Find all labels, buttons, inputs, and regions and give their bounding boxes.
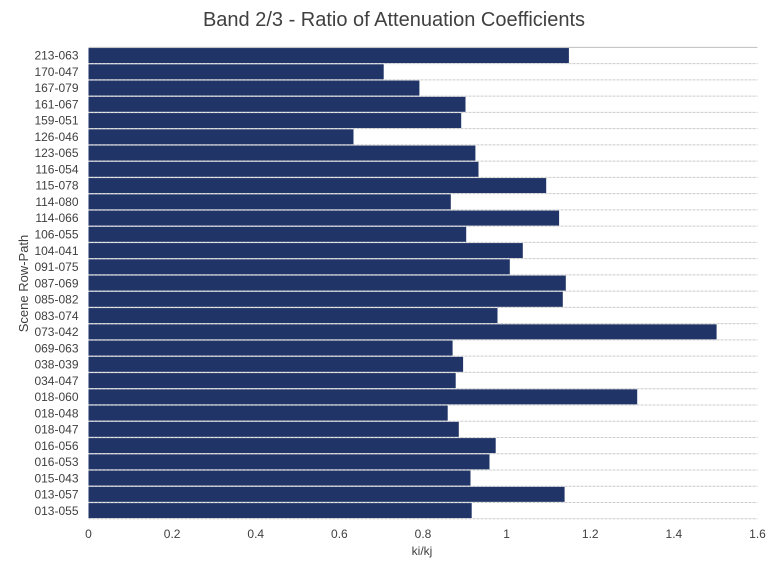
svg-text:Scene Row-Path: Scene Row-Path [16, 235, 31, 333]
svg-text:167-079: 167-079 [34, 81, 78, 95]
svg-text:0.6: 0.6 [331, 527, 348, 541]
svg-text:1.2: 1.2 [582, 527, 599, 541]
svg-text:0.4: 0.4 [247, 527, 264, 541]
svg-text:Band 2/3 - Ratio of Attenuatio: Band 2/3 - Ratio of Attenuation Coeffici… [203, 9, 585, 31]
svg-text:ki/kj: ki/kj [412, 544, 433, 558]
svg-text:170-047: 170-047 [34, 65, 78, 79]
svg-text:0: 0 [85, 527, 92, 541]
svg-text:0.2: 0.2 [164, 527, 181, 541]
svg-text:016-056: 016-056 [34, 439, 78, 453]
svg-text:1.4: 1.4 [666, 527, 683, 541]
svg-text:213-063: 213-063 [34, 49, 78, 63]
svg-text:106-055: 106-055 [34, 227, 78, 241]
svg-text:1.6: 1.6 [749, 527, 766, 541]
svg-text:018-060: 018-060 [34, 390, 78, 404]
svg-text:159-051: 159-051 [34, 114, 78, 128]
svg-text:083-074: 083-074 [34, 309, 78, 323]
svg-text:013-057: 013-057 [34, 488, 78, 502]
svg-text:161-067: 161-067 [34, 97, 78, 111]
svg-text:116-054: 116-054 [35, 162, 78, 176]
svg-text:015-043: 015-043 [34, 471, 78, 485]
svg-text:034-047: 034-047 [34, 374, 78, 388]
svg-text:115-078: 115-078 [35, 179, 78, 193]
svg-text:123-065: 123-065 [34, 146, 78, 160]
svg-text:069-063: 069-063 [34, 341, 78, 355]
svg-text:126-046: 126-046 [34, 130, 78, 144]
svg-text:073-042: 073-042 [34, 325, 78, 339]
svg-text:038-039: 038-039 [34, 358, 78, 372]
svg-text:016-053: 016-053 [34, 455, 78, 469]
svg-text:104-041: 104-041 [34, 244, 78, 258]
svg-text:1: 1 [503, 527, 510, 541]
svg-text:085-082: 085-082 [34, 293, 78, 307]
svg-text:018-047: 018-047 [34, 423, 78, 437]
svg-text:114-080: 114-080 [35, 195, 78, 209]
svg-text:018-048: 018-048 [34, 406, 78, 420]
svg-text:0.8: 0.8 [415, 527, 432, 541]
svg-text:091-075: 091-075 [34, 260, 78, 274]
svg-text:087-069: 087-069 [34, 276, 78, 290]
svg-text:013-055: 013-055 [34, 504, 78, 518]
svg-text:114-066: 114-066 [35, 211, 78, 225]
